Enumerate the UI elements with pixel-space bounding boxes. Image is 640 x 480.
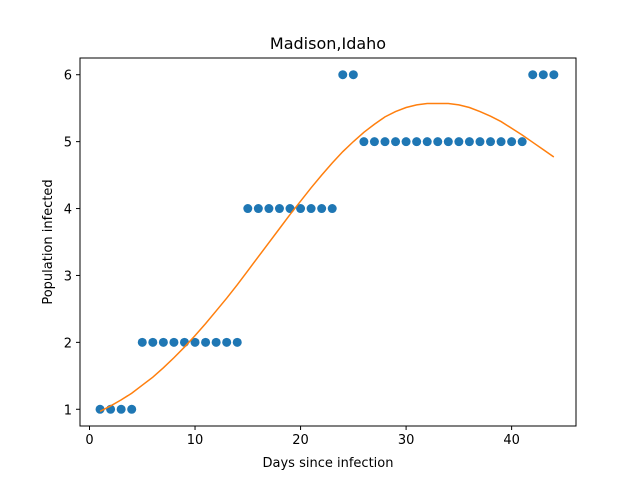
x-tick-label: 30 — [398, 433, 415, 448]
y-tick-label: 6 — [64, 69, 72, 84]
data-point — [359, 137, 369, 147]
data-point — [158, 337, 168, 347]
y-tick-label: 4 — [64, 203, 72, 218]
data-point — [348, 70, 358, 80]
data-point — [253, 204, 263, 214]
data-point — [306, 204, 316, 214]
data-point — [179, 337, 189, 347]
data-point — [201, 337, 211, 347]
data-point — [243, 204, 253, 214]
data-point — [496, 137, 506, 147]
data-point — [412, 137, 422, 147]
data-point — [422, 137, 432, 147]
data-point — [211, 337, 221, 347]
data-point — [190, 337, 200, 347]
data-point — [338, 70, 348, 80]
x-tick-label: 10 — [187, 433, 204, 448]
y-tick-label: 5 — [64, 136, 72, 151]
data-point — [538, 70, 548, 80]
data-point — [296, 204, 306, 214]
data-point — [327, 204, 337, 214]
x-tick-label: 20 — [292, 433, 309, 448]
y-axis-label: Population infected — [41, 179, 56, 304]
data-point — [454, 137, 464, 147]
data-point — [443, 137, 453, 147]
data-point — [116, 404, 126, 414]
data-point — [317, 204, 327, 214]
plot-area: 0 10 20 30 40 1 2 3 4 5 6 — [64, 57, 577, 448]
data-point — [391, 137, 401, 147]
data-point — [369, 137, 379, 147]
data-point — [464, 137, 474, 147]
data-point — [517, 137, 527, 147]
x-tick-label: 0 — [85, 433, 93, 448]
x-axis-label: Days since infection — [263, 456, 394, 471]
data-point — [95, 404, 105, 414]
data-point — [127, 404, 137, 414]
data-point — [148, 337, 158, 347]
data-point — [549, 70, 559, 80]
x-tick-label: 40 — [503, 433, 520, 448]
data-point — [380, 137, 390, 147]
data-point — [401, 137, 411, 147]
data-point — [528, 70, 538, 80]
data-point — [274, 204, 284, 214]
y-tick-label: 3 — [64, 269, 72, 284]
data-point — [486, 137, 496, 147]
chart-title: Madison,Idaho — [270, 34, 386, 53]
data-point — [222, 337, 232, 347]
data-point — [137, 337, 147, 347]
data-point — [169, 337, 179, 347]
data-point — [232, 337, 242, 347]
y-tick-label: 2 — [64, 336, 72, 351]
data-point — [475, 137, 485, 147]
data-point — [507, 137, 517, 147]
axes-frame — [79, 57, 577, 427]
y-tick-label: 1 — [64, 403, 72, 418]
fit-curve-line — [99, 102, 555, 412]
data-point — [433, 137, 443, 147]
data-point — [264, 204, 274, 214]
